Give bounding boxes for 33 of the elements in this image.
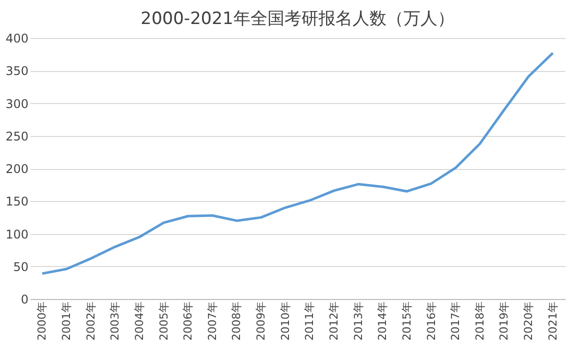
y-tick-label: 50 [13, 260, 28, 274]
x-tick-label: 2003年 [108, 302, 122, 340]
x-tick-label: 2008年 [230, 302, 244, 340]
x-tick-label: 2012年 [327, 302, 340, 340]
y-tick-label: 250 [6, 129, 28, 144]
x-tick-label: 2011年 [303, 302, 316, 340]
y-tick-label: 0 [20, 292, 28, 306]
x-tick-label: 2005年 [157, 302, 170, 340]
y-tick-label: 100 [6, 227, 28, 242]
x-tick-label: 2007年 [206, 302, 219, 340]
x-tick-label: 2000年 [36, 302, 49, 340]
y-tick-label: 400 [6, 32, 28, 46]
x-tick-label: 2001年 [60, 302, 73, 340]
x-tick-label: 2002年 [84, 302, 98, 340]
x-tick-label: 2010年 [278, 302, 292, 340]
x-tick-label: 2006年 [182, 302, 195, 340]
x-tick-label: 2018年 [473, 302, 486, 340]
x-tick-label: 2014年 [376, 302, 390, 340]
y-tick-label: 150 [6, 194, 28, 209]
y-tick-label: 300 [6, 96, 28, 111]
x-tick-label: 2009年 [254, 302, 268, 340]
chart-title: 2000-2021年全国考研报名人数（万人） [140, 9, 454, 29]
line-series [40, 52, 554, 275]
x-tick-label: 2020年 [522, 302, 536, 340]
y-tick-label: 200 [6, 162, 28, 176]
x-tick-label: 2013年 [352, 302, 365, 340]
x-tick-label: 2015年 [400, 302, 414, 340]
x-tick-label: 2019年 [498, 302, 511, 340]
y-tick-label: 350 [6, 64, 28, 78]
x-tick-label: 2021年 [546, 302, 560, 340]
x-tick-label: 2004年 [132, 302, 146, 340]
x-tick-label: 2017年 [449, 302, 462, 340]
x-tick-label: 2016年 [424, 302, 438, 340]
